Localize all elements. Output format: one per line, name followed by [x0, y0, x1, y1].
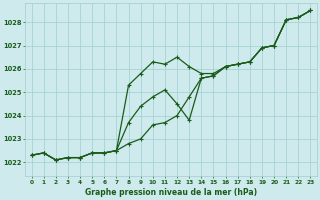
X-axis label: Graphe pression niveau de la mer (hPa): Graphe pression niveau de la mer (hPa) [85, 188, 257, 197]
